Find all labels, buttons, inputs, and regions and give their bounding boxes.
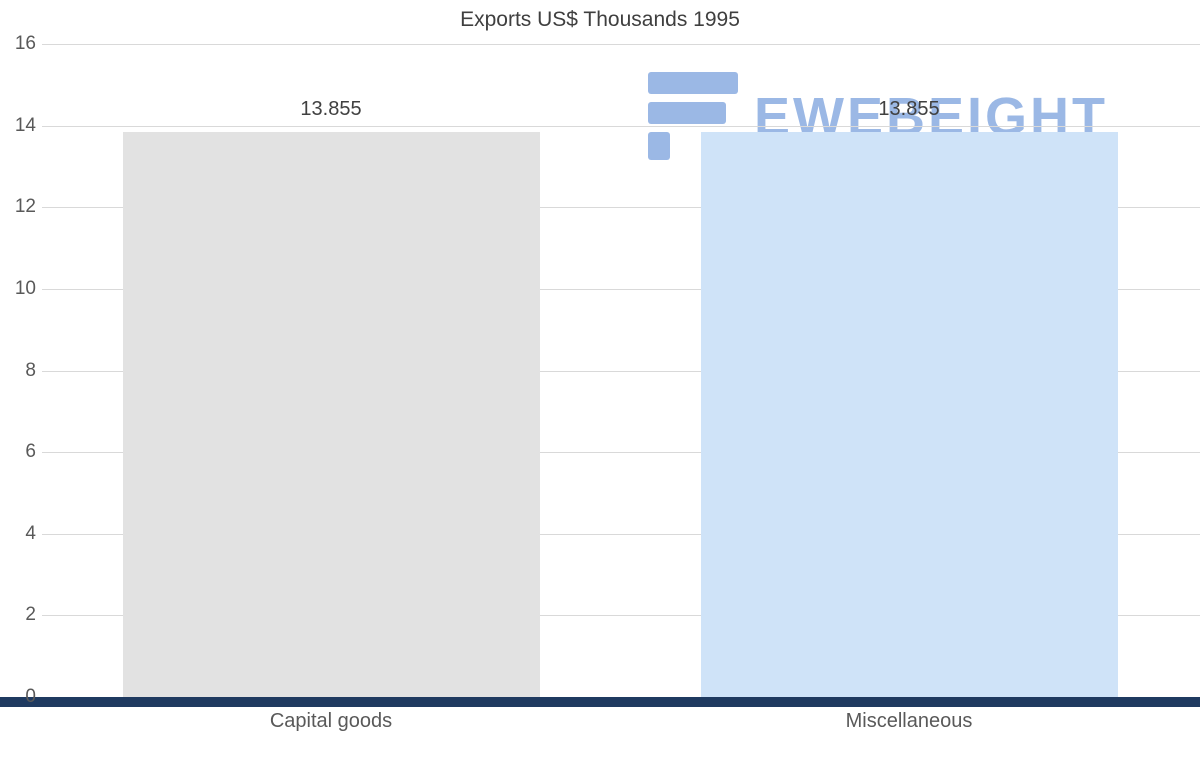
x-axis-line (0, 697, 1200, 707)
gridline (42, 288, 1200, 290)
bar-value-label: 13.855 (878, 97, 940, 120)
y-axis-tick-label: 0 (25, 686, 36, 708)
gridline (42, 452, 1200, 454)
gridline (42, 125, 1200, 127)
chart-title: Exports US$ Thousands 1995 (460, 8, 740, 31)
y-axis-tick-label: 10 (14, 277, 36, 299)
y-axis-tick-label: 12 (14, 196, 36, 218)
gridline (42, 370, 1200, 372)
y-axis-tick-label: 16 (14, 33, 36, 55)
category-label: Capital goods (269, 710, 393, 732)
y-axis-tick-label: 14 (14, 114, 36, 136)
y-axis-tick-label: 2 (25, 604, 36, 626)
bar-value-label: 13.855 (300, 97, 362, 120)
gridline (42, 44, 1200, 45)
gridline (42, 533, 1200, 535)
y-axis-tick-label: 6 (25, 441, 36, 463)
y-axis-tick-label: 4 (25, 522, 36, 544)
bar-miscellaneous (700, 131, 1118, 697)
gridline (42, 207, 1200, 209)
gridline (42, 615, 1200, 617)
bar-capital-goods (122, 131, 540, 697)
category-label: Miscellaneous (845, 710, 973, 732)
y-axis-tick-label: 8 (25, 359, 36, 381)
